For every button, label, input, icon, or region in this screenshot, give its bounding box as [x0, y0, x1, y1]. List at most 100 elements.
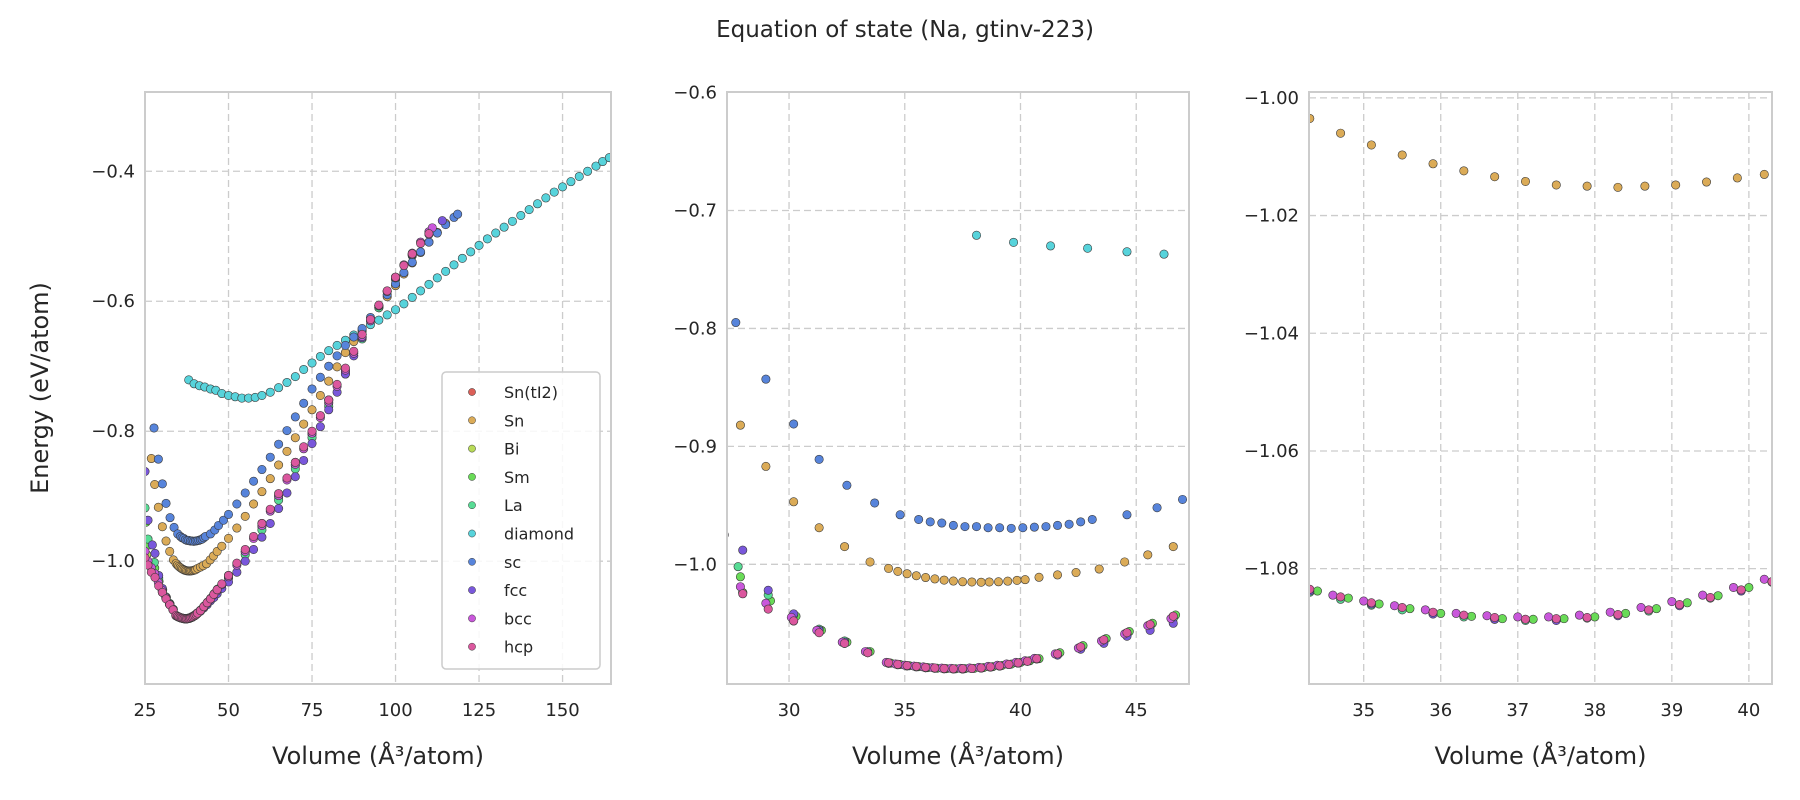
data-point [424, 229, 434, 239]
data-point [1178, 494, 1188, 504]
data-point [416, 286, 426, 296]
data-point [374, 315, 384, 325]
data-point [1520, 614, 1530, 624]
data-point [153, 454, 163, 464]
data-point [357, 329, 367, 339]
data-point [1083, 243, 1093, 253]
data-point [958, 664, 968, 674]
data-point [863, 648, 873, 658]
y-tick-label: −0.8 [91, 421, 135, 442]
data-point [1702, 177, 1712, 187]
data-point [1490, 613, 1500, 623]
data-point [249, 544, 259, 554]
data-point [1651, 604, 1661, 614]
data-point [232, 558, 242, 568]
data-point [290, 457, 300, 467]
data-point [911, 661, 921, 671]
x-axis-label: Volume (Å³/atom) [852, 741, 1064, 770]
data-point [307, 439, 317, 449]
data-point [257, 465, 267, 475]
data-point [1574, 610, 1584, 620]
data-point [1018, 523, 1028, 533]
data-point [153, 502, 163, 512]
legend-label: Sm [504, 468, 530, 487]
data-point [738, 589, 748, 599]
data-point [1359, 596, 1369, 606]
data-point [558, 182, 568, 192]
data-point [1636, 602, 1646, 612]
data-point [1374, 599, 1384, 609]
data-point [983, 523, 993, 533]
legend-marker [468, 473, 476, 481]
data-point [407, 249, 417, 259]
legend-marker [468, 388, 476, 396]
data-point [1451, 608, 1461, 618]
data-point [1122, 628, 1132, 638]
data-point [290, 412, 300, 422]
data-point [930, 663, 940, 673]
data-point [948, 520, 958, 530]
data-point [1713, 591, 1723, 601]
data-point [574, 171, 584, 181]
data-point [870, 498, 880, 508]
legend-label: Bi [504, 440, 519, 459]
data-point [150, 548, 160, 558]
data-point [1366, 140, 1376, 150]
data-point [1551, 180, 1561, 190]
data-point [315, 390, 325, 400]
data-point [217, 579, 227, 589]
data-point [466, 247, 476, 257]
axes-frame [1308, 91, 1773, 685]
data-point [157, 522, 167, 532]
data-point [482, 234, 492, 244]
data-point [1621, 608, 1631, 618]
data-point [972, 522, 982, 532]
legend-marker [468, 529, 476, 538]
y-tick-label: −0.7 [673, 201, 717, 222]
data-point [1705, 592, 1715, 602]
data-point [763, 604, 773, 614]
data-point [1605, 607, 1615, 617]
data-point [265, 518, 275, 528]
data-point [789, 616, 799, 626]
series-Sn(tI2) [738, 588, 1178, 674]
data-point [865, 557, 875, 567]
data-point [382, 286, 392, 296]
data-point [282, 377, 292, 387]
data-point [282, 426, 292, 436]
data-point [1053, 649, 1063, 659]
data-point [290, 472, 300, 482]
data-point [307, 384, 317, 394]
data-point [416, 238, 426, 248]
data-point [224, 509, 234, 519]
data-point [893, 566, 903, 576]
data-point [1613, 610, 1623, 620]
data-point [1420, 605, 1430, 615]
data-point [1087, 514, 1097, 524]
scatter-points [727, 230, 1188, 674]
data-point [566, 177, 576, 187]
data-point [240, 511, 250, 521]
data-point [1143, 550, 1153, 560]
data-point [437, 216, 447, 226]
data-point [147, 540, 157, 550]
legend-label: Sn(tI2) [504, 383, 558, 402]
data-point [349, 346, 359, 356]
legend-marker [468, 444, 476, 453]
series-bcc [1328, 574, 1769, 622]
data-point [1032, 654, 1042, 664]
data-point [583, 166, 593, 176]
data-point [1064, 519, 1074, 529]
data-point [995, 661, 1005, 671]
data-point [1776, 575, 1784, 583]
data-point [232, 523, 242, 533]
data-point [212, 585, 222, 595]
data-point [1590, 612, 1600, 622]
y-tick-label: −1.00 [1244, 88, 1299, 109]
data-point [1675, 600, 1685, 610]
data-point [549, 187, 559, 197]
data-point [453, 209, 463, 219]
series-Sn [1309, 113, 1769, 192]
y-tick-label: −0.8 [673, 318, 717, 339]
